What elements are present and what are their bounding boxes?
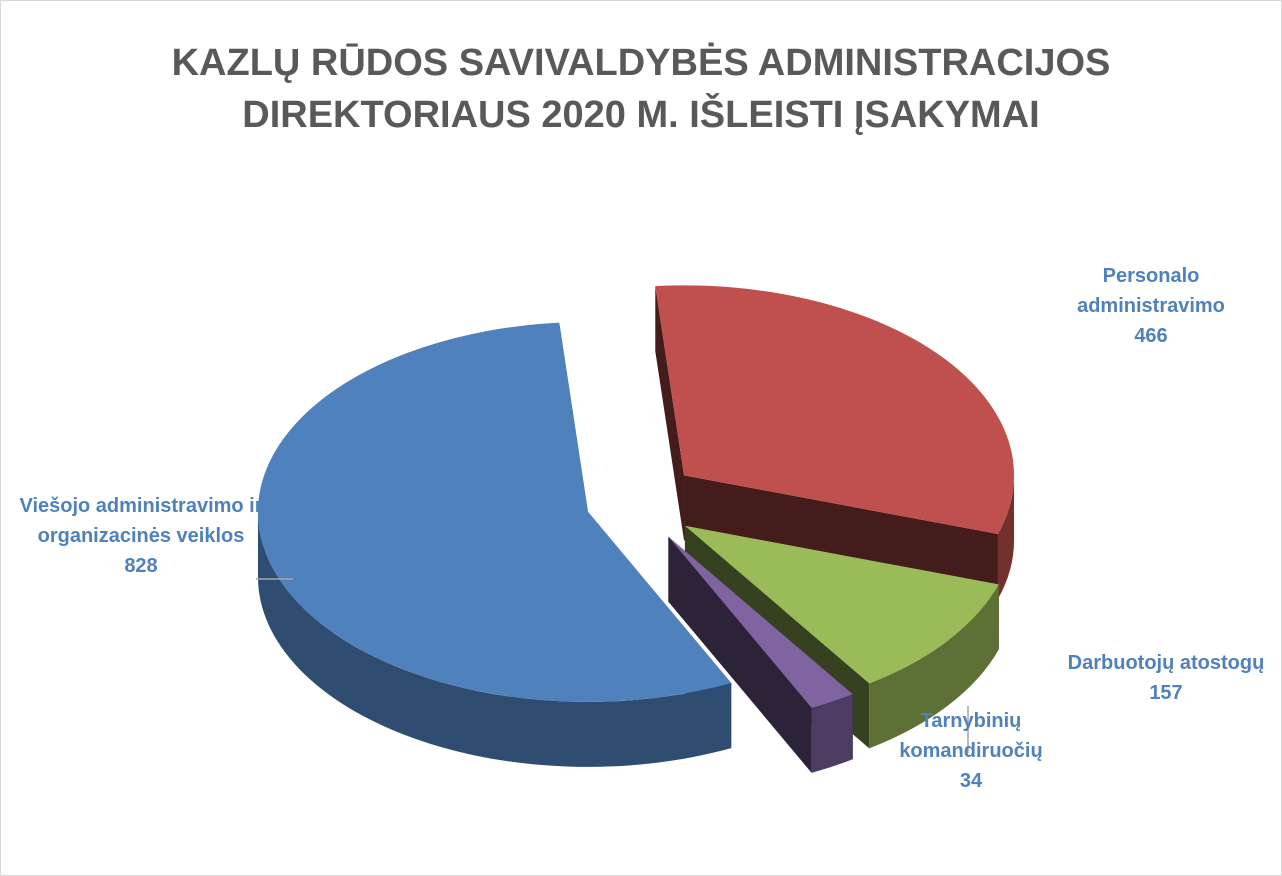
slice-side	[257, 511, 732, 767]
label-name: Personalo administravimo	[1077, 265, 1225, 317]
label-value: 157	[1149, 682, 1183, 704]
slice-side	[997, 475, 1015, 599]
slice	[684, 525, 999, 684]
slice-side	[811, 694, 853, 773]
slice-wall	[655, 286, 685, 541]
data-label: Personalo administravimo 466	[1031, 261, 1271, 351]
data-label: Tarnybinių komandiruočių 34	[871, 706, 1071, 796]
slice	[668, 536, 853, 708]
slice	[257, 322, 732, 702]
label-value: 828	[124, 555, 158, 577]
slice-wall	[668, 536, 812, 773]
slice-side	[869, 584, 999, 749]
slice	[655, 285, 1015, 534]
data-label: Darbuotojų atostogų 157	[1041, 648, 1281, 708]
label-name: Tarnybinių komandiruočių	[899, 710, 1043, 762]
slice-wall	[684, 475, 998, 599]
label-value: 466	[1134, 325, 1168, 347]
chart-title: KAZLŲ RŪDOS SAVIVALDYBĖS ADMINISTRACIJOS…	[171, 42, 1111, 136]
label-value: 34	[959, 770, 983, 792]
data-label: Viešojo administravimo ir organizacinės …	[1, 491, 281, 581]
label-name: Darbuotojų atostogų	[1067, 652, 1265, 674]
label-name: Viešojo administravimo ir organizacinės …	[19, 495, 263, 547]
